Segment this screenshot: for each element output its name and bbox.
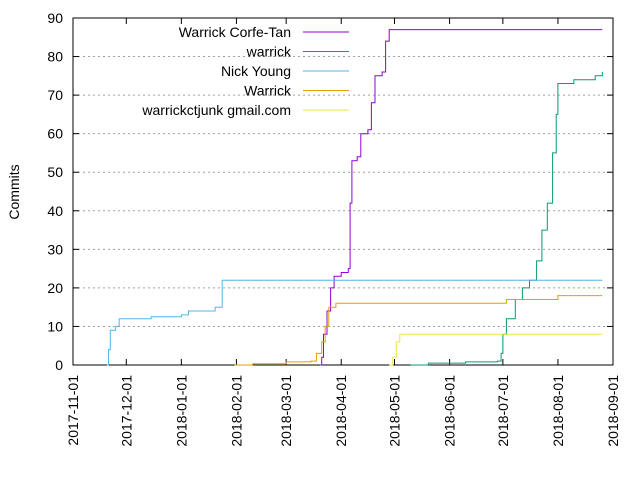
y-tick-label: 90: [47, 10, 63, 26]
y-tick-label: 30: [47, 241, 63, 257]
x-tick-label: 2018-09-01: [605, 375, 621, 447]
y-tick-label: 50: [47, 164, 63, 180]
x-tick-label: 2018-08-01: [550, 375, 566, 447]
x-tick-label: 2017-11-01: [65, 375, 81, 446]
x-tick-label: 2017-12-01: [118, 375, 134, 447]
plot-border: [72, 17, 614, 366]
y-tick-label: 0: [55, 357, 63, 373]
x-tick-label: 2018-04-01: [333, 375, 349, 447]
series-line-4: [234, 295, 603, 366]
legend-label: Warrick: [244, 83, 292, 99]
series-line-2: [410, 72, 603, 366]
series-lines: [106, 29, 603, 366]
x-tick-label: 2018-05-01: [387, 375, 403, 447]
y-tick-label: 60: [47, 126, 63, 142]
y-tick-label: 80: [47, 49, 63, 65]
x-tick-label: 2018-06-01: [442, 375, 458, 447]
y-tick-label: 40: [47, 203, 63, 219]
gridlines: [73, 56, 613, 327]
x-tick-label: 2018-03-01: [278, 375, 294, 447]
y-axis-title: Commits: [6, 164, 22, 219]
y-tick-label: 70: [47, 87, 63, 103]
y-tick-label: 20: [47, 280, 63, 296]
axes: 0 10 20 30 40 50 60 70 80 90 2017-11-01 2017-12-01 2…: [47, 10, 621, 447]
series-line-3: [106, 279, 603, 366]
x-tick-label: 2018-02-01: [228, 375, 244, 447]
x-tick-label: 2018-07-01: [495, 375, 511, 447]
series-line-1: [319, 29, 603, 366]
legend: Warrick Corfe-Tan warrick Nick Young Warric…: [141, 24, 349, 118]
legend-label: warrickctjunk gmail.com: [141, 102, 291, 118]
legend-label: Warrick Corfe-Tan: [179, 24, 291, 40]
legend-label: warrick: [246, 44, 292, 60]
legend-label: Nick Young: [221, 63, 291, 79]
series-line-5: [389, 333, 603, 366]
y-tick-label: 10: [47, 318, 63, 334]
x-tick-label: 2018-01-01: [173, 375, 189, 447]
